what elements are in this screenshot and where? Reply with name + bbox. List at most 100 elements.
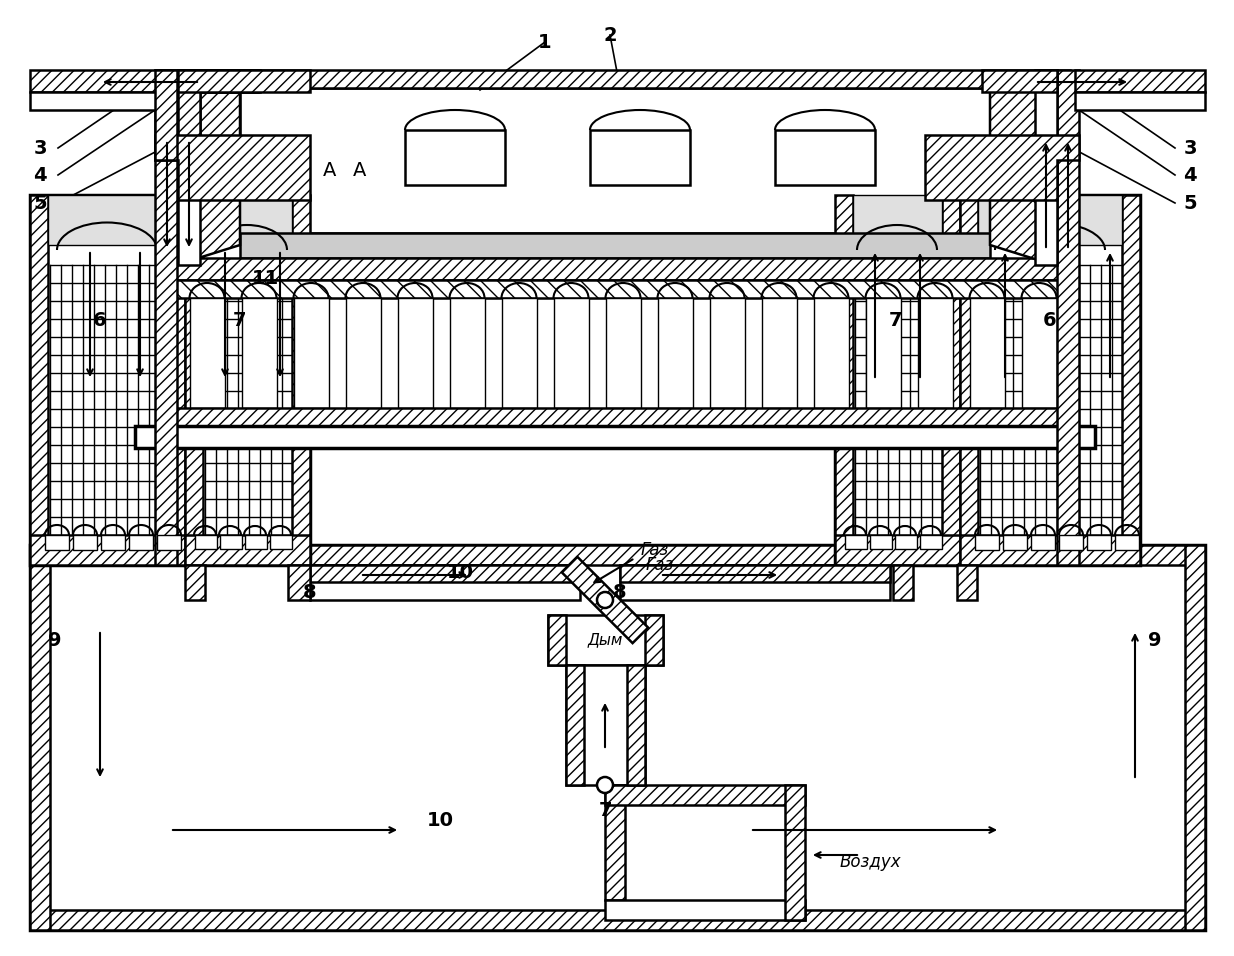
- Bar: [1059, 535, 1083, 550]
- Bar: [310, 565, 580, 582]
- Bar: [190, 298, 225, 408]
- Bar: [979, 195, 1122, 245]
- Bar: [918, 298, 953, 408]
- Bar: [30, 545, 1204, 565]
- Text: 2: 2: [603, 26, 617, 45]
- Bar: [605, 785, 624, 900]
- Bar: [627, 665, 645, 785]
- Bar: [960, 195, 979, 565]
- Bar: [893, 565, 913, 600]
- Polygon shape: [160, 88, 239, 230]
- Bar: [835, 535, 960, 565]
- Bar: [853, 195, 942, 245]
- Text: A: A: [323, 161, 337, 180]
- Bar: [942, 195, 960, 565]
- Bar: [178, 70, 310, 92]
- Bar: [970, 298, 1004, 408]
- Bar: [502, 298, 537, 408]
- Bar: [566, 665, 584, 785]
- Bar: [73, 535, 97, 550]
- Bar: [185, 565, 205, 600]
- Bar: [44, 535, 69, 550]
- Bar: [605, 785, 805, 805]
- Bar: [606, 298, 640, 408]
- Text: Воздух: Воздух: [839, 853, 901, 871]
- Bar: [619, 565, 890, 582]
- Text: 3: 3: [1183, 139, 1197, 158]
- Bar: [895, 535, 917, 549]
- Bar: [645, 615, 663, 665]
- Bar: [185, 535, 310, 565]
- Bar: [292, 195, 310, 565]
- Bar: [710, 298, 745, 408]
- Bar: [195, 535, 217, 549]
- Bar: [239, 88, 990, 233]
- Bar: [870, 535, 892, 549]
- Bar: [246, 535, 267, 549]
- Polygon shape: [178, 70, 260, 195]
- Bar: [30, 545, 1204, 930]
- Bar: [960, 535, 1140, 565]
- Text: 1: 1: [538, 33, 552, 52]
- Bar: [1058, 70, 1079, 565]
- Text: 10: 10: [447, 562, 474, 581]
- Bar: [763, 298, 797, 408]
- Bar: [178, 70, 200, 265]
- Bar: [658, 298, 694, 408]
- Bar: [157, 535, 181, 550]
- Bar: [30, 545, 51, 930]
- Bar: [30, 910, 1204, 930]
- Text: 7: 7: [598, 800, 612, 819]
- Bar: [185, 195, 204, 565]
- Bar: [178, 70, 258, 92]
- Bar: [220, 535, 242, 549]
- Bar: [785, 785, 805, 920]
- Text: 5: 5: [1183, 193, 1197, 212]
- Bar: [160, 258, 1070, 280]
- Text: 6: 6: [1043, 311, 1056, 330]
- Polygon shape: [160, 165, 239, 270]
- Text: Дым: Дым: [587, 633, 623, 647]
- Bar: [1003, 535, 1027, 550]
- Bar: [566, 665, 645, 785]
- Polygon shape: [990, 88, 1070, 230]
- Bar: [605, 900, 805, 920]
- Bar: [204, 195, 292, 245]
- Text: 6: 6: [94, 311, 107, 330]
- Bar: [1116, 535, 1139, 550]
- Bar: [130, 535, 153, 550]
- Text: Газ: Газ: [640, 541, 669, 559]
- Bar: [310, 565, 580, 600]
- Bar: [160, 70, 1070, 88]
- Bar: [982, 70, 1058, 92]
- Bar: [1035, 70, 1058, 265]
- Bar: [399, 298, 433, 408]
- Bar: [1185, 545, 1204, 930]
- Bar: [1075, 92, 1204, 110]
- Bar: [30, 535, 185, 565]
- Bar: [960, 195, 1140, 565]
- Bar: [30, 195, 48, 565]
- Bar: [30, 195, 185, 565]
- Bar: [775, 130, 875, 185]
- Bar: [101, 535, 125, 550]
- Bar: [155, 70, 176, 160]
- Bar: [1075, 70, 1204, 92]
- Polygon shape: [990, 165, 1070, 270]
- Bar: [155, 70, 176, 565]
- Bar: [619, 565, 890, 600]
- Bar: [1022, 298, 1058, 408]
- Text: Газ: Газ: [645, 556, 674, 574]
- Bar: [135, 426, 1095, 448]
- Bar: [167, 195, 185, 565]
- Polygon shape: [561, 556, 648, 643]
- Bar: [48, 195, 167, 245]
- Bar: [590, 130, 690, 185]
- Text: 7: 7: [233, 311, 247, 330]
- Text: 3: 3: [33, 139, 47, 158]
- Bar: [866, 298, 901, 408]
- Bar: [814, 298, 849, 408]
- Text: A: A: [353, 161, 366, 180]
- Text: 8: 8: [304, 583, 317, 602]
- Bar: [1030, 535, 1055, 550]
